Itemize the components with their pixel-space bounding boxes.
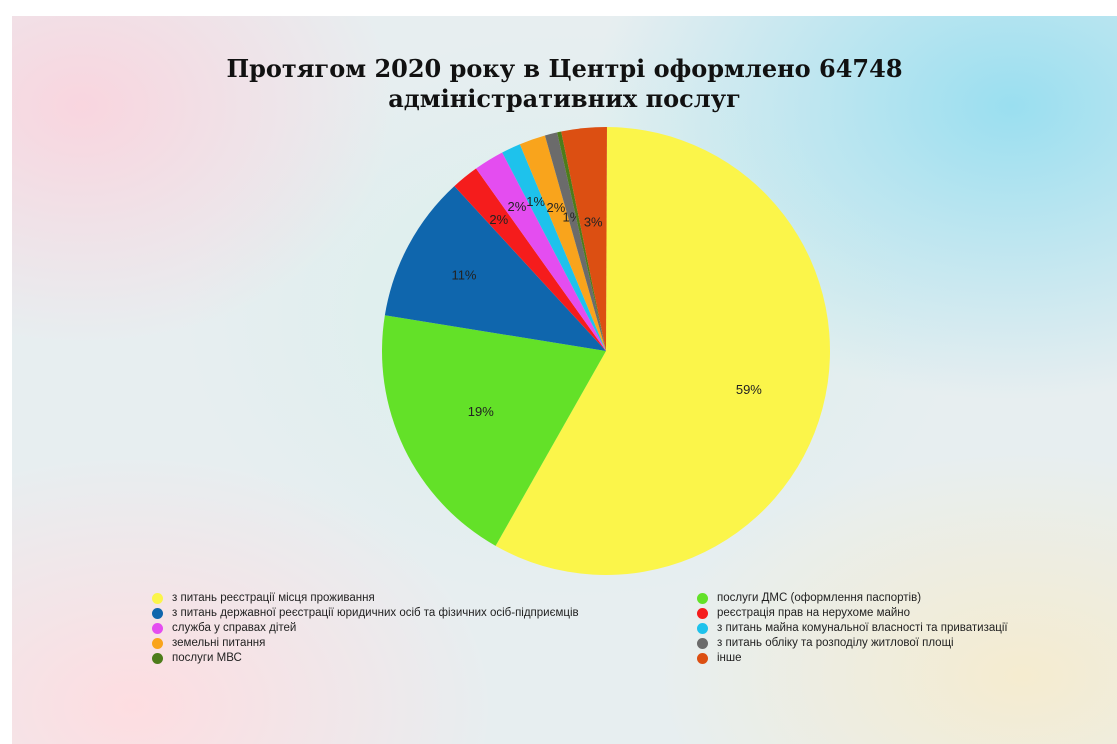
pie-slice <box>544 132 606 351</box>
legend-label: з питань державної реєстрації юридичних … <box>172 607 579 619</box>
chart-title: Протягом 2020 року в Центрі оформлено 64… <box>12 54 1117 114</box>
legend-color-dot <box>697 592 708 604</box>
legend-item: служба у справах дітей <box>152 621 697 635</box>
legend-label: з питань обліку та розподілу житлової пл… <box>717 637 954 649</box>
slice-percent-label: 59% <box>736 382 762 397</box>
slice-percent-label: 19% <box>468 404 494 419</box>
legend-item: послуги МВС <box>152 651 697 665</box>
legend-color-dot <box>152 607 163 619</box>
slice-percent-label: 3% <box>584 215 603 230</box>
chart-title-line-1: Протягом 2020 року в Центрі оформлено 64… <box>226 54 903 83</box>
legend-label: з питань реєстрації місця проживання <box>172 592 375 604</box>
legend-color-dot <box>152 622 163 634</box>
legend-item: послуги ДМС (оформлення паспортів) <box>697 591 1092 605</box>
slice-percent-label: 2% <box>546 200 565 215</box>
pie-slice <box>454 168 606 351</box>
legend-color-dot <box>152 652 163 664</box>
legend-color-dot <box>697 652 708 664</box>
legend-item: з питань майна комунальної власності та … <box>697 621 1092 635</box>
legend-label: служба у справах дітей <box>172 622 297 634</box>
legend-label: інше <box>717 652 742 664</box>
legend-item: інше <box>697 651 1092 665</box>
pie-slice <box>476 152 606 351</box>
legend-color-dot <box>152 637 163 649</box>
legend-label: земельні питання <box>172 637 266 649</box>
legend-label: послуги МВС <box>172 652 242 664</box>
chart-title-line-2: адміністративних послуг <box>388 84 741 113</box>
slice-percent-label: 2% <box>508 199 527 214</box>
legend-color-dot <box>697 637 708 649</box>
legend-item: з питань реєстрації місця проживання <box>152 591 697 605</box>
legend-item: земельні питання <box>152 636 697 650</box>
pie-slice <box>502 144 606 351</box>
legend-color-dot <box>697 607 708 619</box>
pie-slice <box>495 127 831 575</box>
slice-percent-label: 11% <box>451 268 476 283</box>
legend-color-dot <box>152 592 163 604</box>
legend-label: реєстрація прав на нерухоме майно <box>717 607 911 619</box>
pie-chart: 59%19%11%2%2% 1% 2%1% 3% <box>382 126 831 575</box>
legend: з питань реєстрації місця проживання посл… <box>152 591 1092 665</box>
pie-slice <box>382 315 606 546</box>
legend-color-dot <box>697 622 708 634</box>
legend-item: з питань обліку та розподілу житлової пл… <box>697 636 1092 650</box>
slice-percent-label: 1% <box>526 194 545 209</box>
pie-slice <box>519 135 606 351</box>
slice-percent-label: 2% <box>489 212 508 227</box>
legend-item: з питань державної реєстрації юридичних … <box>152 606 697 620</box>
chart-frame: Протягом 2020 року в Центрі оформлено 64… <box>12 16 1117 744</box>
pie-slice <box>557 131 606 351</box>
pie-slice <box>561 126 607 351</box>
pie-slice <box>384 186 606 351</box>
legend-label: з питань майна комунальної власності та … <box>717 622 1008 634</box>
legend-item: реєстрація прав на нерухоме майно <box>697 606 1092 620</box>
legend-label: послуги ДМС (оформлення паспортів) <box>717 592 922 604</box>
